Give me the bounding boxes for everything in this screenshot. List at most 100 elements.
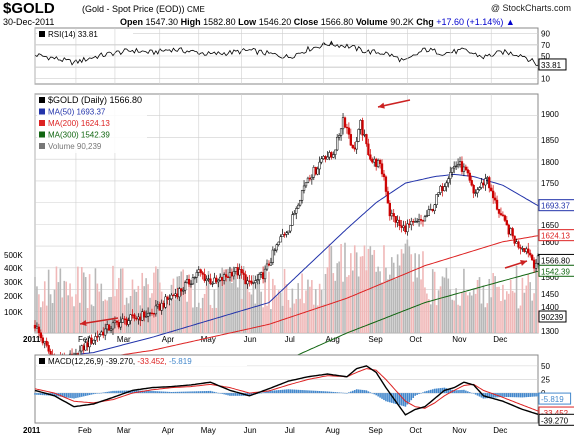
candle-body bbox=[433, 204, 436, 212]
volume-bar bbox=[90, 304, 93, 333]
macd-histogram-bar bbox=[90, 393, 93, 395]
rsi-tick-label: 70 bbox=[541, 41, 550, 50]
macd-histogram-bar bbox=[369, 392, 372, 394]
volume-bar bbox=[441, 276, 444, 333]
volume-bar bbox=[153, 272, 155, 333]
volume-bar bbox=[164, 307, 167, 333]
low-annotation-arrow-head bbox=[80, 320, 87, 327]
macd-histogram-bar bbox=[416, 393, 418, 395]
volume-bar bbox=[246, 275, 249, 333]
candle-body bbox=[168, 298, 171, 300]
macd-histogram-bar bbox=[153, 391, 155, 394]
x-axis-label-top: May bbox=[201, 335, 216, 344]
candle-body bbox=[230, 272, 234, 277]
candle-body bbox=[415, 220, 419, 223]
macd-histogram-bar bbox=[301, 390, 303, 394]
macd-histogram-bar bbox=[537, 393, 539, 397]
macd-histogram-bar bbox=[112, 390, 114, 394]
macd-histogram-bar bbox=[519, 393, 522, 398]
volume-bar bbox=[295, 299, 298, 333]
price-axis-label: 1300 bbox=[541, 327, 559, 336]
macd-histogram-bar bbox=[55, 393, 58, 397]
candle-body bbox=[302, 185, 306, 191]
chart-symbol: $GOLD bbox=[3, 0, 55, 17]
volume-bar bbox=[293, 303, 296, 333]
candle-body bbox=[347, 127, 351, 135]
macd-histogram-bar bbox=[314, 390, 317, 394]
volume-bar bbox=[41, 301, 44, 333]
volume-bar bbox=[414, 253, 416, 333]
candle-body bbox=[244, 274, 247, 285]
volume-bar bbox=[361, 256, 364, 333]
macd-histogram-bar bbox=[529, 393, 532, 397]
candle-body bbox=[191, 277, 195, 285]
x-axis-label-bottom: Apr bbox=[162, 426, 175, 435]
macd-histogram-bar bbox=[178, 391, 181, 394]
x-axis-label-bottom: Aug bbox=[326, 426, 340, 435]
macd-histogram-bar bbox=[498, 393, 500, 398]
macd-histogram-bar bbox=[145, 390, 147, 394]
macd-histogram-bar bbox=[299, 389, 301, 394]
macd-histogram-bar bbox=[246, 393, 249, 396]
price-axis-label: 1600 bbox=[541, 238, 559, 247]
candle-body bbox=[47, 345, 50, 352]
volume-bar bbox=[502, 284, 504, 333]
candle-body bbox=[470, 180, 473, 186]
candle-body bbox=[412, 221, 415, 223]
macd-legend-part: MACD(12,26,9) bbox=[48, 357, 106, 366]
volume-bar bbox=[492, 273, 494, 333]
macd-histogram-bar bbox=[166, 391, 169, 394]
candle-body bbox=[369, 154, 372, 160]
candle-body bbox=[74, 353, 78, 355]
volume-bar bbox=[467, 295, 469, 333]
volume-bar bbox=[383, 245, 385, 333]
candle-body bbox=[224, 274, 228, 278]
volume-bar bbox=[404, 243, 407, 333]
volume-bar bbox=[299, 298, 301, 333]
candle-body bbox=[484, 178, 487, 186]
candle-body bbox=[156, 303, 159, 307]
volume-bar bbox=[439, 286, 442, 333]
volume-bar bbox=[92, 306, 95, 333]
macd-histogram-bar bbox=[389, 393, 391, 403]
candle-body bbox=[462, 166, 466, 172]
volume-bar bbox=[125, 297, 128, 333]
volume-bar bbox=[196, 307, 198, 333]
candle-body bbox=[256, 279, 259, 281]
candle-body bbox=[295, 208, 298, 214]
candle-body bbox=[392, 213, 395, 217]
volume-bar bbox=[369, 246, 372, 333]
volume-bar bbox=[355, 252, 358, 333]
macd-histogram-bar bbox=[470, 392, 473, 394]
macd-histogram-bar bbox=[194, 391, 196, 394]
candle-body bbox=[488, 177, 491, 189]
volume-bar bbox=[437, 290, 440, 333]
volume-bar bbox=[408, 246, 411, 333]
candle-body bbox=[228, 272, 232, 278]
macd-histogram-bar bbox=[229, 393, 231, 396]
candle-body bbox=[291, 214, 294, 226]
candle-body bbox=[326, 156, 329, 160]
macd-histogram-bar bbox=[40, 393, 42, 396]
macd-histogram-bar bbox=[309, 390, 311, 394]
macd-histogram-bar bbox=[535, 393, 537, 397]
candle-body bbox=[402, 225, 405, 228]
candle-body bbox=[532, 259, 536, 269]
volume-bar bbox=[424, 287, 426, 333]
volume-bar bbox=[330, 246, 333, 333]
macd-histogram-bar bbox=[474, 393, 477, 395]
candle-body bbox=[226, 276, 230, 278]
candle-body bbox=[439, 186, 442, 193]
volume-bar bbox=[367, 248, 370, 333]
macd-histogram-bar bbox=[465, 390, 467, 394]
candle-body bbox=[334, 149, 337, 155]
macd-histogram-bar bbox=[51, 393, 54, 396]
volume-bar bbox=[43, 281, 46, 333]
macd-histogram-bar bbox=[441, 387, 444, 394]
volume-bar bbox=[229, 267, 231, 333]
macd-histogram-bar bbox=[387, 393, 389, 402]
ma300-last-tag-box bbox=[538, 264, 574, 277]
high-label: High bbox=[180, 17, 201, 27]
candle-body bbox=[429, 208, 432, 211]
volume-bar bbox=[515, 265, 518, 333]
